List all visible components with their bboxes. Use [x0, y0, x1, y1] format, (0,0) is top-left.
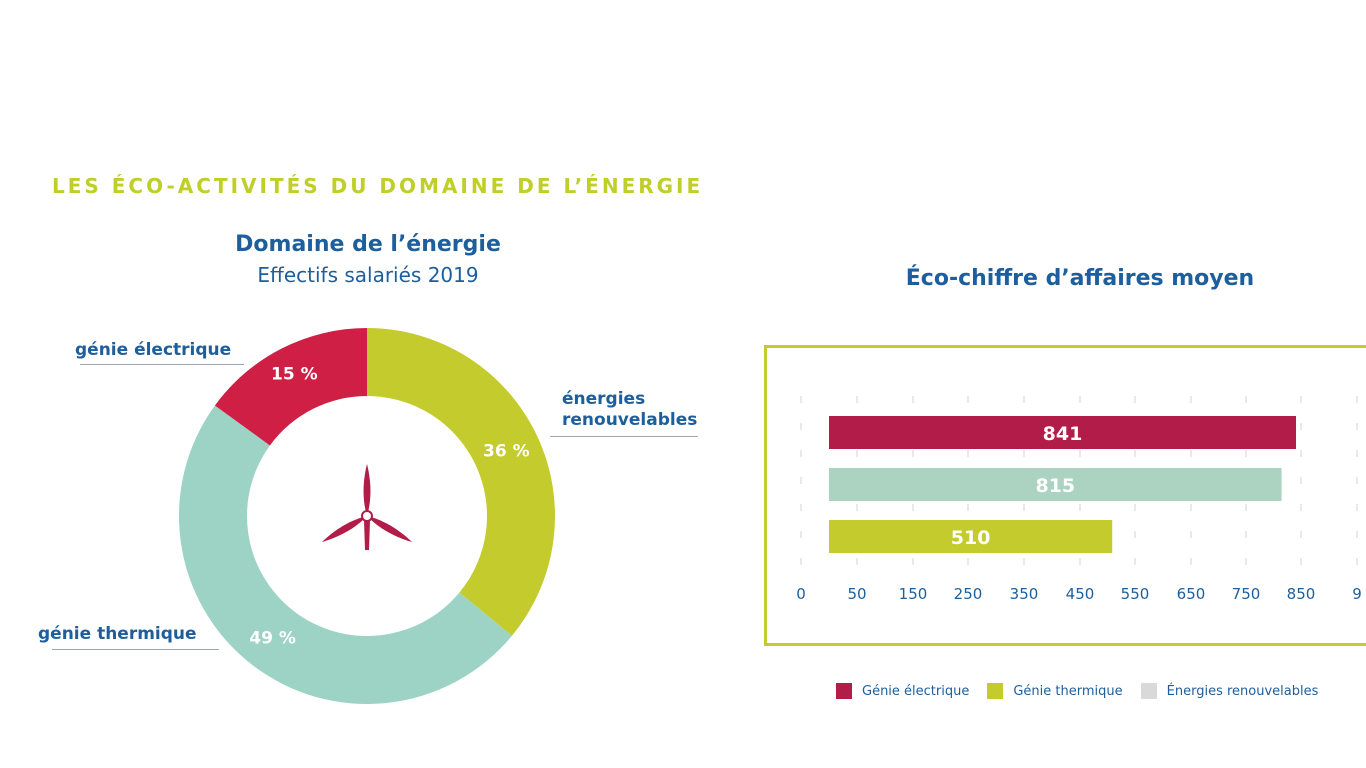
donut-value-label-genie-electrique: 15 %	[271, 364, 318, 384]
leader-line-energies-renouvelables	[550, 436, 698, 437]
donut-chart-subtitle: Effectifs salariés 2019	[257, 263, 479, 287]
x-tick-label: 850	[1287, 585, 1316, 603]
donut-value-label-energies-renouvelables: 36 %	[483, 441, 530, 461]
x-tick-label: 0	[796, 585, 806, 603]
legend-swatch-genie-electrique	[836, 683, 852, 699]
x-tick-label: 250	[954, 585, 983, 603]
x-tick-label: 450	[1066, 585, 1095, 603]
donut-value-label-genie-thermique: 49 %	[249, 629, 296, 649]
legend-label-energies-renouvelables: Énergies renouvelables	[1166, 683, 1319, 699]
x-tick-label: 150	[899, 585, 928, 603]
bar-value-label-energies-renouvelables: 815	[1035, 475, 1075, 497]
bar-chart-legend: Génie électrique Génie thermique Énergie…	[836, 683, 1336, 699]
legend-label-genie-thermique: Génie thermique	[1013, 683, 1123, 699]
x-tick-label: 50	[847, 585, 866, 603]
legend-swatch-genie-thermique	[987, 683, 1004, 699]
legend-item-genie-thermique: Génie thermique	[987, 683, 1123, 699]
x-tick-label: 650	[1177, 585, 1206, 603]
bar-energies-renouvelables	[829, 468, 1282, 501]
label-genie-thermique: génie thermique	[38, 624, 197, 644]
bar-genie-thermique	[829, 520, 1113, 553]
legend-swatch-energies-renouvelables	[1140, 683, 1157, 699]
bar-chart-title: Éco-chiffre d’affaires moyen	[905, 266, 1255, 291]
legend-item-genie-electrique: Génie électrique	[836, 683, 969, 699]
x-tick-label: 350	[1010, 585, 1039, 603]
x-tick-label: 550	[1121, 585, 1150, 603]
page-heading: LES ÉCO-ACTIVITÉS DU DOMAINE DE L’ÉNERGI…	[52, 174, 704, 198]
x-tick-label: 9	[1352, 585, 1362, 603]
donut-slice-energies-renouvelables	[367, 328, 555, 636]
bar-chart-frame	[764, 345, 1366, 646]
donut-chart: 36 % 49 % 15 %	[179, 328, 555, 704]
x-tick-label: 750	[1232, 585, 1261, 603]
donut-slice-genie-electrique	[214, 328, 367, 446]
legend-item-energies-renouvelables: Énergies renouvelables	[1140, 683, 1319, 699]
bar-value-label-genie-electrique: 841	[1043, 423, 1083, 445]
donut-slice-genie-thermique	[179, 405, 512, 704]
bar-genie-electrique	[829, 416, 1297, 449]
leader-line-genie-thermique	[52, 649, 219, 650]
label-energies-renouvelables: énergies renouvelables	[562, 389, 698, 430]
leader-line-genie-electrique	[80, 364, 244, 365]
legend-label-genie-electrique: Génie électrique	[862, 683, 970, 699]
label-genie-electrique: génie électrique	[75, 340, 232, 360]
bar-value-label-genie-thermique: 510	[951, 527, 991, 549]
wind-turbine-icon	[321, 464, 413, 550]
donut-chart-title: Domaine de l’énergie	[235, 232, 501, 257]
